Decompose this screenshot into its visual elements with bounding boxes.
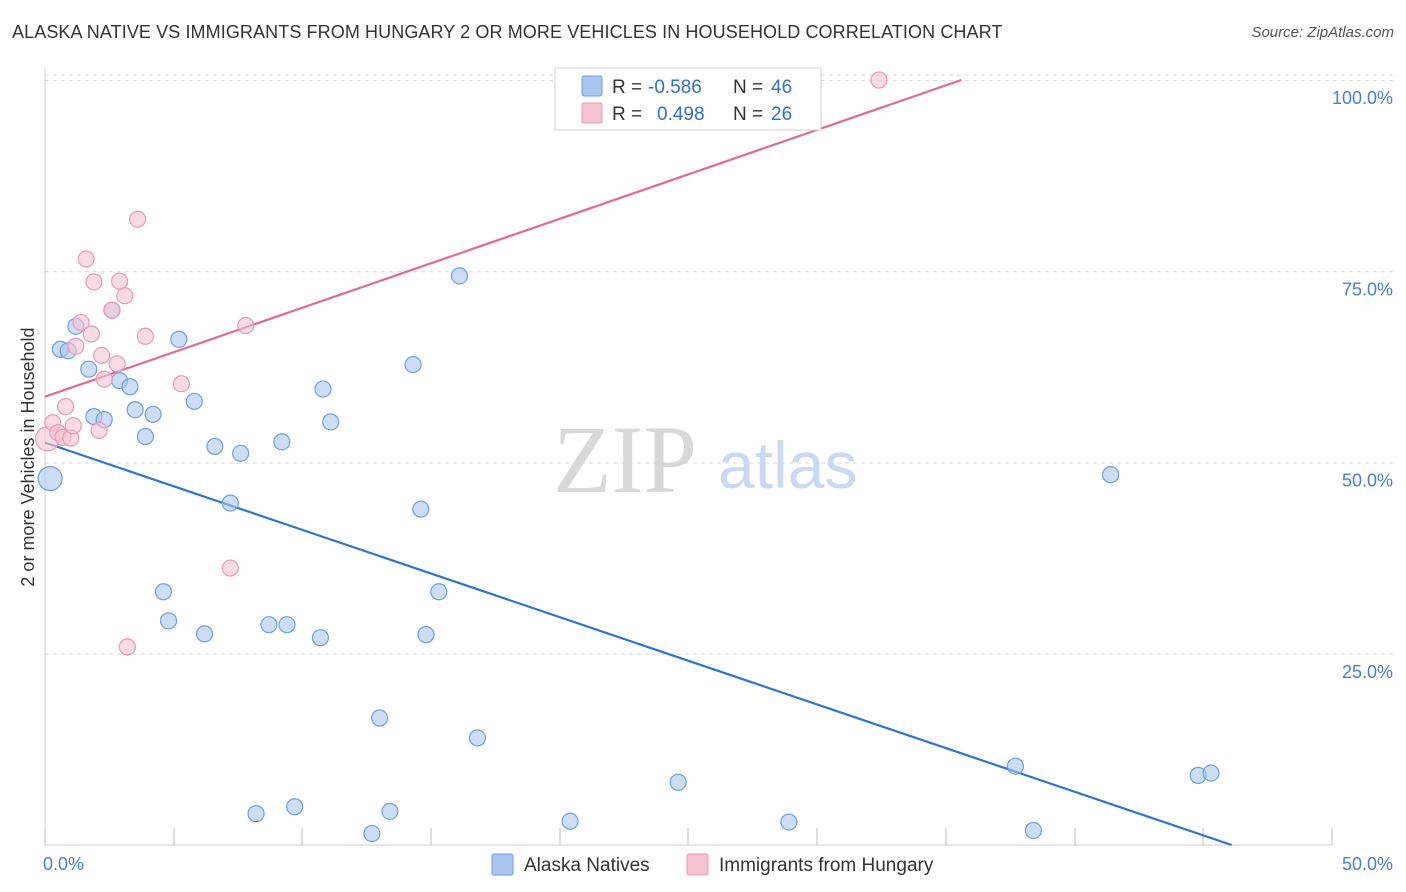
point-alaska-natives-40: [780, 813, 798, 831]
legend-swatch-alaska-natives: [581, 75, 603, 97]
tick-labels: 0.0% 50.0% 25.0% 50.0% 75.0% 100.0%: [43, 88, 1393, 874]
point-alaska-natives-37: [468, 729, 487, 747]
point-hungary-7: [67, 337, 85, 355]
point-hungary-18: [116, 287, 134, 305]
point-alaska-natives-32: [404, 355, 422, 374]
point-hungary-11: [85, 273, 103, 291]
data-points: [34, 71, 1220, 843]
point-alaska-natives-11: [136, 427, 154, 446]
point-alaska-natives-16: [185, 392, 203, 410]
point-alaska-natives-18: [206, 437, 224, 456]
x-tick-label-max: 50.0%: [1342, 854, 1393, 874]
point-alaska-natives-21: [247, 805, 265, 823]
point-alaska-natives-25: [286, 798, 304, 816]
point-alaska-natives-45: [1202, 764, 1220, 782]
trend-line-hungary: [44, 78, 962, 398]
point-alaska-natives-20: [232, 444, 250, 462]
legend-n-value-pink: 26: [771, 104, 792, 125]
point-alaska-natives-4: [80, 360, 98, 378]
point-alaska-natives-41: [1006, 757, 1024, 775]
point-alaska-natives-13: [154, 583, 173, 601]
trend-lines: [44, 78, 1232, 847]
chart-title: ALASKA NATIVE VS IMMIGRANTS FROM HUNGARY…: [12, 22, 1003, 42]
point-alaska-natives-36: [450, 267, 469, 285]
series-legend: Alaska Natives Immigrants from Hungary: [491, 853, 934, 876]
bottom-legend-swatch-immigrants-from-hungary: [686, 853, 709, 876]
y-tick-label-100: 100.0%: [1332, 88, 1393, 108]
legend-n-label-blue: N =: [733, 77, 763, 98]
point-hungary-8: [72, 313, 90, 332]
bottom-legend-label-alaska-natives: Alaska Natives: [524, 855, 650, 876]
point-hungary-17: [111, 272, 129, 290]
point-alaska-natives-14: [159, 612, 178, 630]
point-hungary-4: [56, 398, 75, 416]
point-alaska-natives-35: [430, 583, 448, 601]
chart-source: Source: ZipAtlas.com: [1251, 24, 1394, 41]
point-alaska-natives-39: [669, 773, 687, 791]
legend-r-value-pink: 0.498: [657, 104, 705, 125]
point-hungary-10: [82, 325, 100, 343]
point-alaska-natives-31: [381, 802, 399, 820]
bottom-legend-label-immigrants-from-hungary: Immigrants from Hungary: [719, 855, 934, 876]
legend-swatch-immigrants-from-hungary: [581, 102, 603, 124]
point-alaska-natives-23: [273, 433, 291, 451]
point-hungary-19: [118, 638, 136, 656]
point-alaska-natives-0: [37, 465, 63, 492]
y-tick-label-25: 25.0%: [1342, 662, 1393, 682]
y-axis-title: 2 or more Vehicles in Household: [18, 327, 38, 586]
point-hungary-9: [77, 250, 95, 268]
x-tick-label-min: 0.0%: [43, 854, 84, 874]
legend-r-value-blue: -0.586: [648, 77, 702, 98]
point-alaska-natives-43: [1102, 466, 1120, 484]
point-alaska-natives-38: [561, 812, 579, 830]
point-hungary-13: [93, 346, 111, 364]
axes: [44, 68, 1333, 846]
point-alaska-natives-28: [322, 413, 340, 431]
point-hungary-20: [129, 210, 147, 228]
point-hungary-22: [172, 375, 191, 393]
point-alaska-natives-26: [311, 629, 330, 647]
point-hungary-12: [90, 421, 108, 439]
point-hungary-24: [237, 316, 255, 335]
point-alaska-natives-22: [260, 616, 278, 634]
bottom-legend-swatch-alaska-natives: [491, 853, 514, 876]
point-alaska-natives-30: [371, 709, 389, 727]
point-hungary-6: [64, 417, 82, 435]
legend-r-label-blue: R =: [612, 77, 642, 98]
point-hungary-23: [221, 559, 239, 577]
point-alaska-natives-24: [278, 616, 296, 634]
point-hungary-15: [103, 301, 121, 319]
stats-legend: R = -0.586 N = 46 R = 0.498 N = 26: [554, 67, 822, 131]
y-tick-label-75: 75.0%: [1342, 279, 1393, 299]
y-tick-label-50: 50.0%: [1342, 471, 1393, 491]
point-hungary-25: [870, 71, 888, 89]
point-alaska-natives-19: [221, 494, 239, 512]
point-alaska-natives-33: [412, 500, 430, 518]
point-alaska-natives-27: [314, 380, 332, 398]
point-alaska-natives-9: [121, 378, 139, 396]
legend-n-label-pink: N =: [733, 104, 763, 125]
point-alaska-natives-10: [126, 401, 144, 419]
point-alaska-natives-12: [144, 405, 162, 423]
point-alaska-natives-29: [363, 824, 381, 843]
point-alaska-natives-17: [195, 625, 214, 643]
point-alaska-natives-34: [417, 626, 435, 644]
legend-r-label-pink: R =: [612, 104, 642, 125]
watermark-atlas: atlas: [718, 428, 857, 502]
point-hungary-14: [95, 370, 113, 388]
grid-lines: [45, 74, 1393, 655]
point-alaska-natives-42: [1024, 821, 1043, 840]
point-hungary-21: [136, 327, 154, 345]
zipatlas-watermark: ZIP atlas: [553, 406, 857, 513]
legend-n-value-blue: 46: [771, 77, 792, 98]
point-alaska-natives-15: [170, 330, 188, 348]
point-hungary-16: [108, 355, 126, 373]
trend-line-alaska-natives: [44, 441, 1232, 847]
watermark-zip: ZIP: [553, 406, 697, 513]
